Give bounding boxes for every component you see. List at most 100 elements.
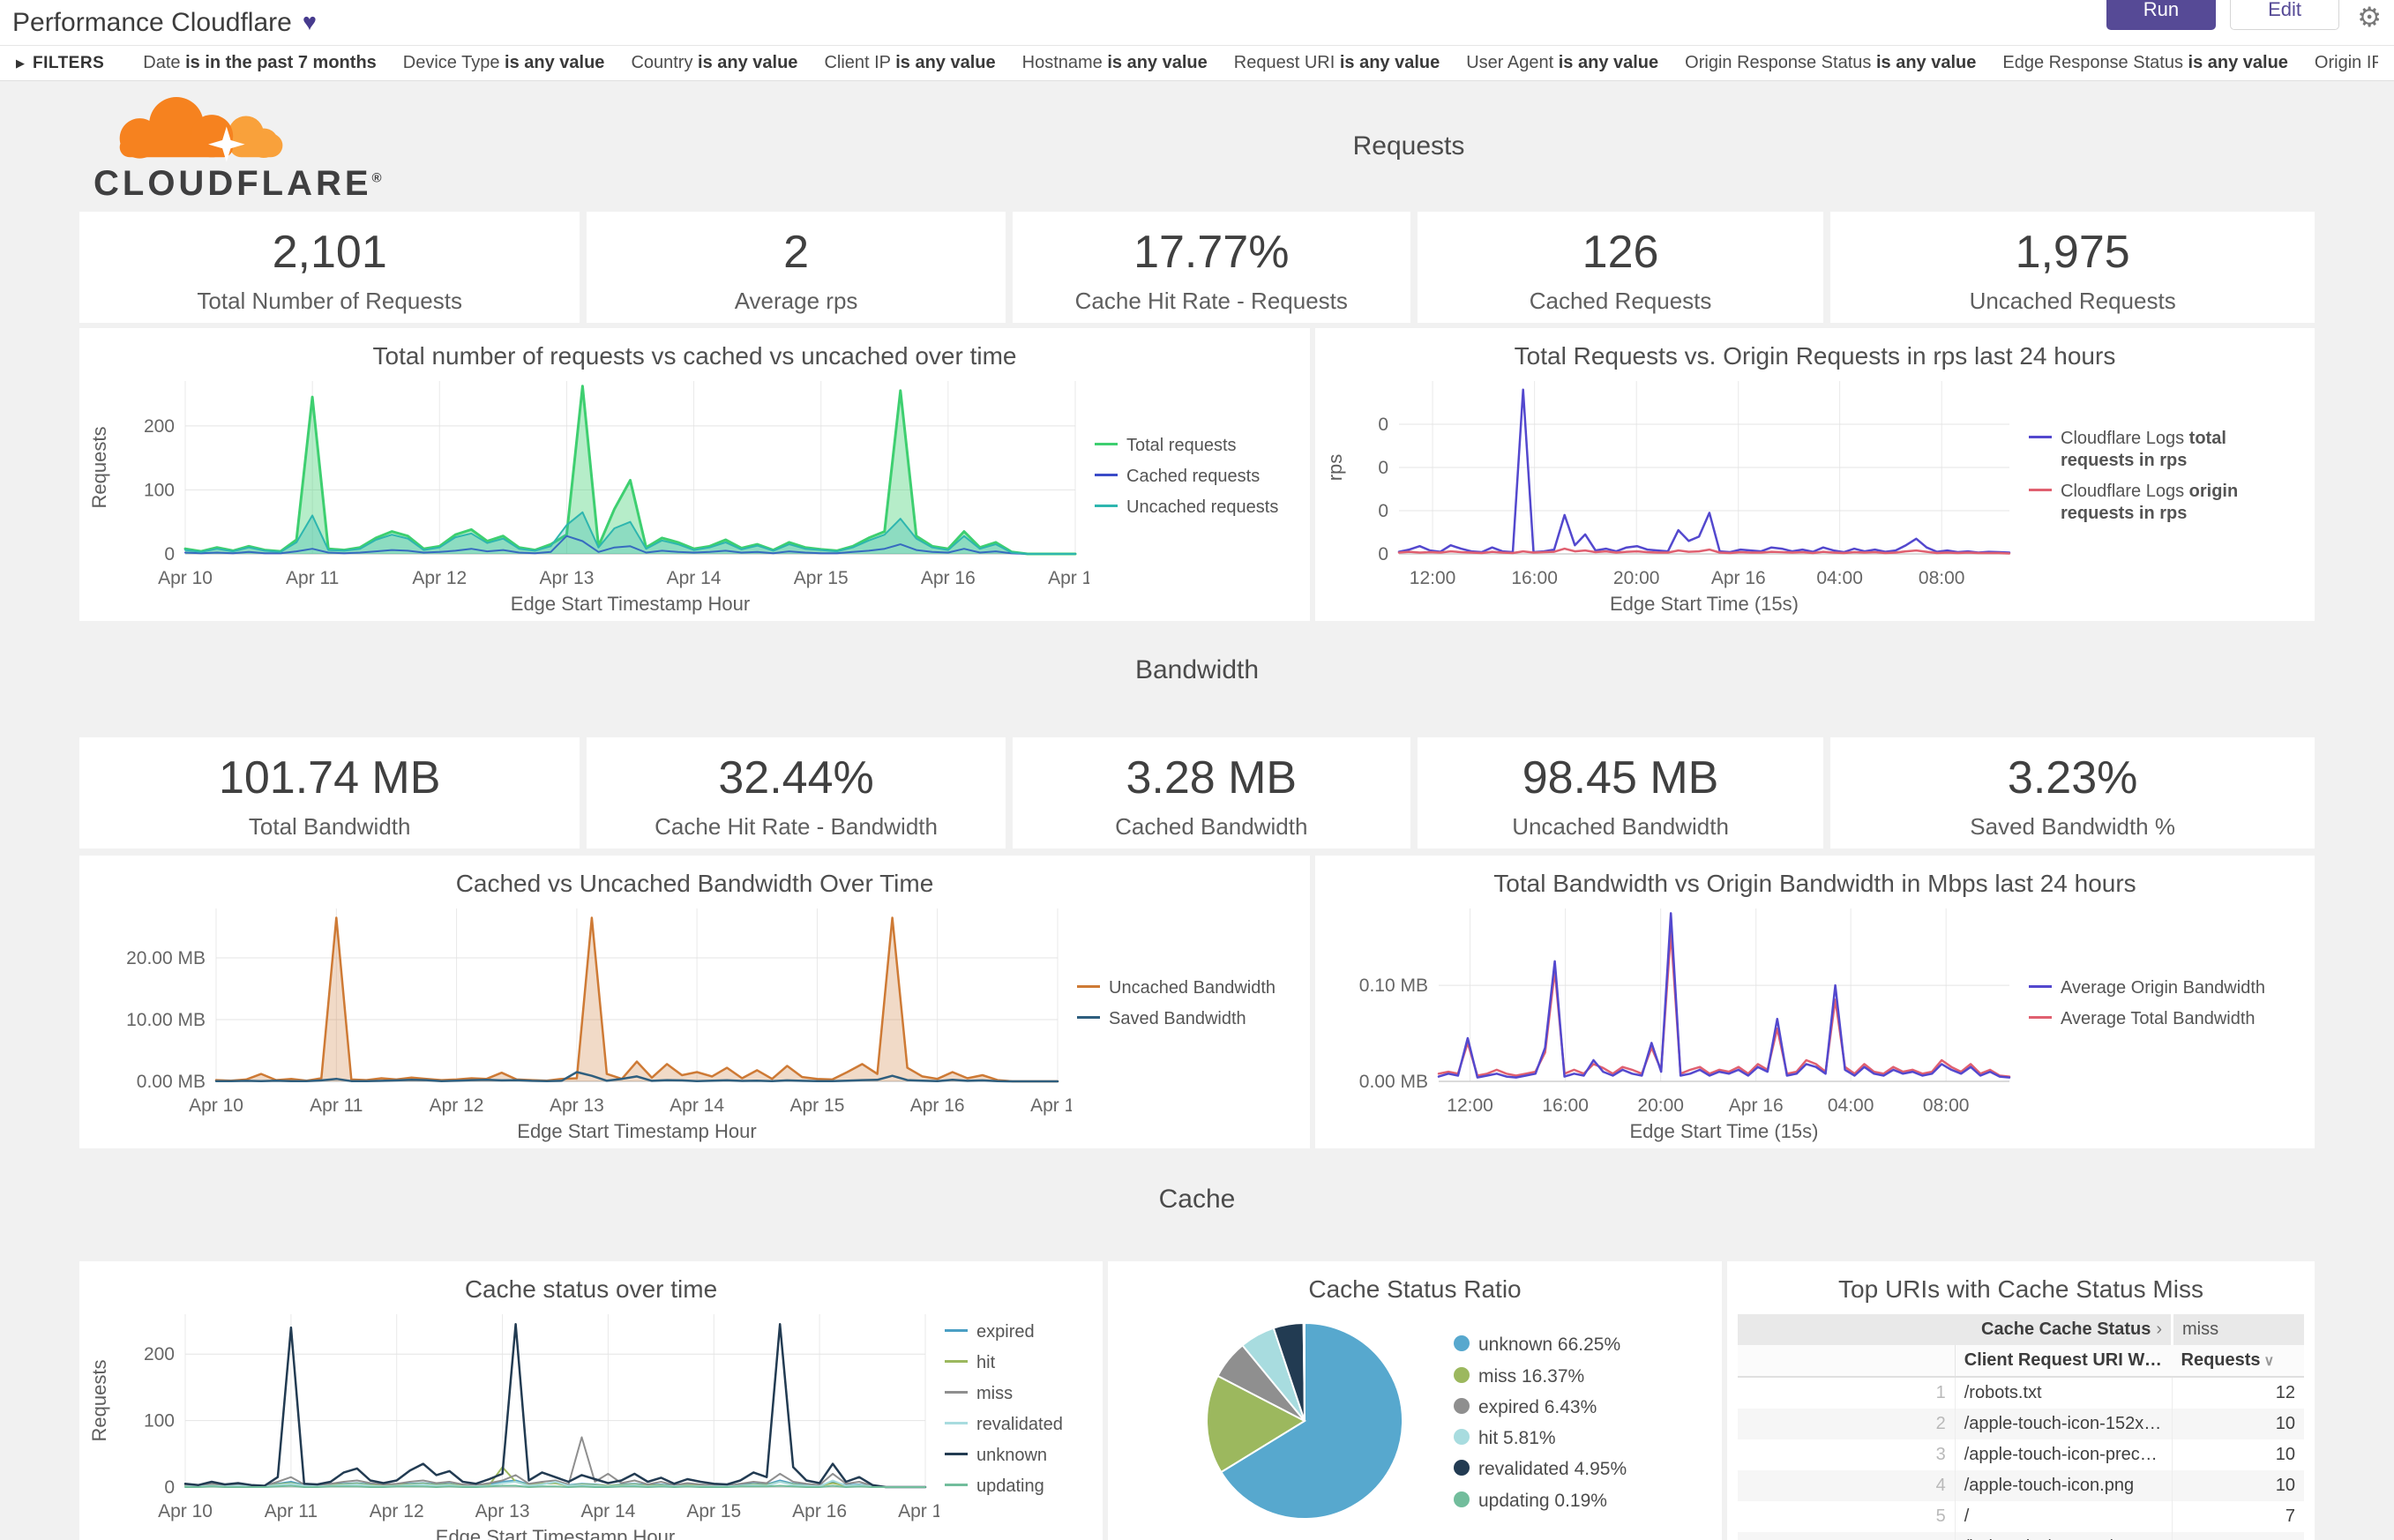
legend-item[interactable]: expired 6.43% — [1454, 1396, 1627, 1419]
requests-over-time-legend: Total requests Cached requests Uncached re… — [1089, 370, 1310, 621]
column-header-uri[interactable]: Client Request URI Wrap — [1955, 1345, 2173, 1378]
bandwidth-charts-row: Cached vs Uncached Bandwidth Over Time A… — [79, 856, 2315, 1148]
chart-title-rps-last-24h: Total Requests vs. Origin Requests in rp… — [1514, 342, 2116, 370]
table-row[interactable]: 4/apple-touch-icon.png 10 — [1738, 1470, 2304, 1501]
legend-item[interactable]: unknown — [945, 1445, 1090, 1467]
filters-expand-toggle[interactable]: ▶ FILTERS — [16, 54, 104, 73]
run-button[interactable]: Run — [2106, 0, 2217, 30]
legend-label: unknown 66.25% — [1478, 1334, 1621, 1356]
legend-item[interactable]: Cached requests — [1095, 466, 1298, 488]
section-title-bandwidth: Bandwidth — [1134, 655, 1260, 684]
uri-cell: /index.php/contact/ — [1955, 1532, 2172, 1540]
svg-text:20.00 MB: 20.00 MB — [126, 948, 206, 968]
cache-status-ratio-legend: unknown 66.25% miss 16.37% expired 6.43% hi… — [1454, 1334, 1627, 1513]
svg-text:Apr 16: Apr 16 — [910, 1095, 965, 1116]
svg-text:Apr 15: Apr 15 — [794, 568, 849, 588]
filter-chip[interactable]: Request URI is any value — [1234, 53, 1440, 73]
rps-last-24h-plot[interactable]: 12:00 16:00 20:00 Apr 16 04:00 08:00 0 0 0 0 rps Ed… — [1315, 370, 2024, 621]
filter-chip[interactable]: Hostname is any value — [1022, 53, 1208, 73]
table-row[interactable]: 5 / 7 — [1738, 1501, 2304, 1532]
legend-item[interactable]: updating 0.19% — [1454, 1490, 1627, 1513]
filter-chip[interactable]: User Agent is any value — [1466, 53, 1658, 73]
legend-label: expired — [976, 1322, 1035, 1342]
legend-label: revalidated — [976, 1415, 1063, 1434]
gear-icon[interactable]: ⚙ — [2357, 2, 2382, 33]
svg-text:200: 200 — [144, 1344, 175, 1364]
requests-section-header: CLOUDFLARE® Requests — [79, 81, 2315, 212]
pie-slice-miss[interactable] — [1206, 1374, 1307, 1474]
svg-text:Apr 12: Apr 12 — [430, 1095, 484, 1116]
filter-chip[interactable]: Edge Response Status is any value — [2002, 53, 2288, 73]
kpi-value: 3.23% — [2007, 752, 2138, 804]
legend-item[interactable]: Total requests — [1095, 435, 1298, 457]
pie-slice-updating[interactable] — [1302, 1321, 1305, 1422]
legend-item[interactable]: Saved Bandwidth — [1077, 1008, 1298, 1030]
table-row[interactable]: 6/index.php/contact/7 — [1738, 1532, 2304, 1540]
legend-label: Total requests — [1126, 435, 1237, 455]
svg-text:Apr 14: Apr 14 — [670, 1095, 724, 1116]
legend-item[interactable]: miss 16.37% — [1454, 1365, 1627, 1388]
svg-text:Apr 11: Apr 11 — [265, 1501, 318, 1521]
column-header-requests[interactable]: Requests ∨ — [2172, 1345, 2304, 1378]
svg-text:12:00: 12:00 — [1410, 568, 1456, 588]
table-row[interactable]: 1/robots.txt 12 — [1738, 1377, 2304, 1409]
bandwidth-last-24h-plot[interactable]: 12:00 16:00 20:00 Apr 16 04:00 08:00 0.00 MB 0.… — [1315, 898, 2024, 1148]
legend-item[interactable]: miss — [945, 1383, 1090, 1405]
legend-item[interactable]: Cloudflare Logs total requests in rps — [2029, 428, 2302, 472]
legend-item[interactable]: Cloudflare Logs origin requests in rps — [2029, 481, 2302, 525]
filter-chip[interactable]: Date is in the past 7 months — [143, 53, 377, 73]
legend-item[interactable]: expired — [945, 1321, 1090, 1343]
cache-status-over-time-plot[interactable]: Apr 10 Apr 11 Apr 12 Apr 13 Apr 14 Apr 15 Apr … — [79, 1304, 953, 1540]
filter-chip[interactable]: Client IP is any value — [824, 53, 995, 73]
series-color-swatch — [2029, 1016, 2052, 1019]
bandwidth-over-time-plot[interactable]: Apr 10 Apr 11 Apr 12 Apr 13 Apr 14 Apr 15 Apr … — [79, 898, 1085, 1148]
legend-item[interactable]: revalidated — [945, 1414, 1090, 1436]
kpi-value: 32.44% — [718, 752, 874, 804]
legend-item[interactable]: unknown 66.25% — [1454, 1334, 1627, 1357]
filter-chip[interactable]: Device Type is any value — [403, 53, 605, 73]
legend-item[interactable]: hit — [945, 1352, 1090, 1374]
legend-item[interactable]: updating — [945, 1476, 1090, 1498]
filter-chip[interactable]: Origin Response Status is any value — [1685, 53, 1976, 73]
legend-label: Cached requests — [1126, 466, 1261, 486]
requests-charts-row: Total number of requests vs cached vs un… — [79, 328, 2315, 621]
svg-text:Apr 14: Apr 14 — [580, 1501, 635, 1521]
pivot-dimension-label[interactable]: Cache Cache Status › — [1738, 1314, 2173, 1345]
filters-label: FILTERS — [33, 53, 105, 72]
filter-chip[interactable]: Origin IP is any value — [2315, 53, 2378, 73]
chart-title-requests-over-time: Total number of requests vs cached vs un… — [372, 342, 1017, 370]
filter-condition: is any value — [1558, 53, 1659, 72]
pie-slice-unknown[interactable] — [1220, 1321, 1404, 1520]
edit-button[interactable]: Edit — [2230, 0, 2339, 30]
svg-text:16:00: 16:00 — [1511, 568, 1558, 588]
kpi-label: Cache Hit Rate - Requests — [1074, 288, 1348, 314]
legend-item[interactable]: revalidated 4.95% — [1454, 1458, 1627, 1481]
series-color-swatch — [1454, 1429, 1470, 1445]
cache-table: Cache Cache Status › miss Client Request UR… — [1738, 1314, 2304, 1540]
legend-item[interactable]: Average Origin Bandwidth — [2029, 977, 2302, 999]
series-color-swatch — [945, 1422, 968, 1424]
filter-condition: is any value — [2188, 53, 2288, 72]
filter-chip[interactable]: Country is any value — [631, 53, 797, 73]
legend-item[interactable]: Uncached requests — [1095, 497, 1298, 519]
cache-status-ratio-plot[interactable] — [1203, 1319, 1406, 1527]
pivot-header-row: Cache Cache Status › miss — [1738, 1314, 2304, 1345]
legend-label: Saved Bandwidth — [1109, 1009, 1246, 1028]
kpi-card: 3.23% Saved Bandwidth % — [1830, 737, 2315, 848]
svg-text:Apr 11: Apr 11 — [310, 1095, 363, 1116]
series-color-swatch — [1095, 442, 1118, 445]
series-color-swatch — [1454, 1366, 1470, 1383]
legend-item[interactable]: Average Total Bandwidth — [2029, 1008, 2302, 1030]
filter-condition: is any value — [1875, 53, 1977, 72]
svg-text:Apr 14: Apr 14 — [667, 568, 722, 588]
kpi-card: 98.45 MB Uncached Bandwidth — [1417, 737, 1824, 848]
dashboard-body: CLOUDFLARE® Requests 2,101 Total Number o… — [0, 81, 2394, 1540]
requests-over-time-plot[interactable]: Apr 10 Apr 11 Apr 12 Apr 13 Apr 14 Apr 15 Apr … — [79, 370, 1103, 621]
kpi-card: 101.74 MB Total Bandwidth — [79, 737, 580, 848]
legend-item[interactable]: hit 5.81% — [1454, 1427, 1627, 1450]
kpi-card: 1,975 Uncached Requests — [1830, 212, 2315, 323]
legend-item[interactable]: Uncached Bandwidth — [1077, 977, 1298, 999]
